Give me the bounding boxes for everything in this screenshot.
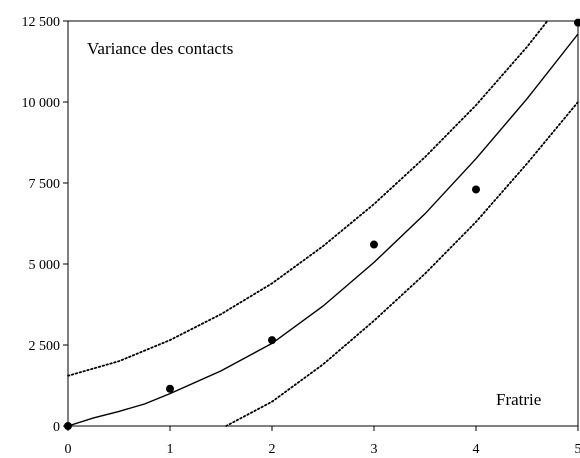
fitted-curve-line xyxy=(67,33,579,427)
lower-confidence-line xyxy=(225,101,579,427)
y-tick-label: 12 500 xyxy=(22,15,61,30)
data-point xyxy=(370,240,378,249)
y-tick-label: 10 000 xyxy=(22,96,61,111)
data-point xyxy=(268,336,276,345)
y-tick-label: 0 xyxy=(53,420,60,435)
x-tick-label: 3 xyxy=(371,442,378,457)
data-points xyxy=(64,18,580,430)
x-tick-label: 5 xyxy=(575,442,580,457)
axes: 0 2 500 5 000 7 500 10 000 12 500 0 1 2 3 4 5 xyxy=(22,15,580,457)
data-point xyxy=(472,185,480,194)
x-tick-label: 2 xyxy=(269,442,276,457)
y-axis-title: Variance des contacts xyxy=(87,39,233,58)
x-tick-label: 4 xyxy=(473,442,480,457)
data-point xyxy=(64,422,72,430)
x-axis-title: Fratrie xyxy=(496,390,541,409)
data-point xyxy=(574,18,580,27)
curves xyxy=(67,20,579,427)
data-point xyxy=(166,384,174,393)
x-tick-label: 0 xyxy=(65,442,72,457)
upper-confidence-line xyxy=(67,20,549,377)
y-tick-label: 5 000 xyxy=(29,258,61,273)
y-tick-label: 2 500 xyxy=(29,339,61,354)
x-tick-label: 1 xyxy=(167,442,174,457)
y-tick-label: 7 500 xyxy=(29,177,61,192)
